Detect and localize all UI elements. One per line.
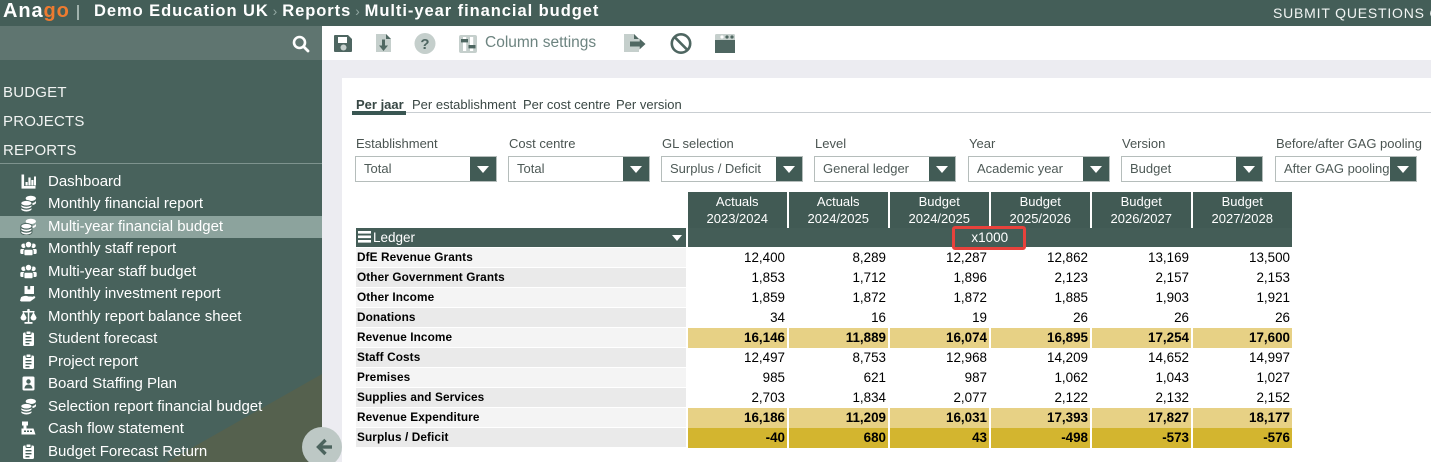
svg-text:?: ? bbox=[420, 36, 429, 53]
